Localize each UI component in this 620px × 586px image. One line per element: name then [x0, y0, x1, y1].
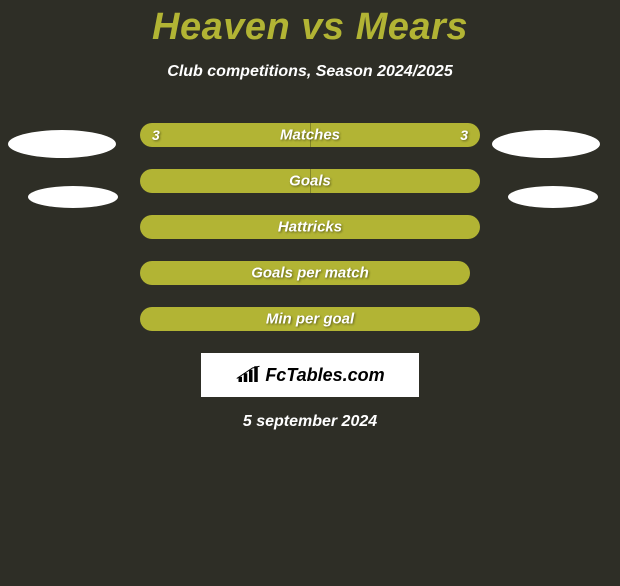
decorative-ellipse [8, 130, 116, 158]
decorative-ellipse [492, 130, 600, 158]
stat-label: Hattricks [278, 219, 342, 236]
brand-text: FcTables.com [265, 365, 384, 386]
stat-row: Goals [140, 169, 480, 193]
decorative-ellipse [28, 186, 118, 208]
brand-logo: FcTables.com [201, 353, 419, 397]
stat-value-right: 3 [460, 127, 468, 143]
bar-chart-icon [235, 364, 263, 386]
decorative-ellipse [508, 186, 598, 208]
page-title: Heaven vs Mears [0, 6, 620, 49]
stat-row: Hattricks [140, 215, 480, 239]
stat-label: Goals per match [251, 265, 369, 282]
stat-label: Matches [280, 127, 340, 144]
stat-row: Min per goal [140, 307, 480, 331]
stat-row: Matches 3 3 [140, 123, 480, 147]
date-text: 5 september 2024 [0, 413, 620, 431]
stat-value-left: 3 [152, 127, 160, 143]
stat-label: Goals [289, 173, 331, 190]
stat-label: Min per goal [266, 311, 354, 328]
stat-row: Goals per match [140, 261, 480, 285]
subtitle: Club competitions, Season 2024/2025 [0, 63, 620, 81]
